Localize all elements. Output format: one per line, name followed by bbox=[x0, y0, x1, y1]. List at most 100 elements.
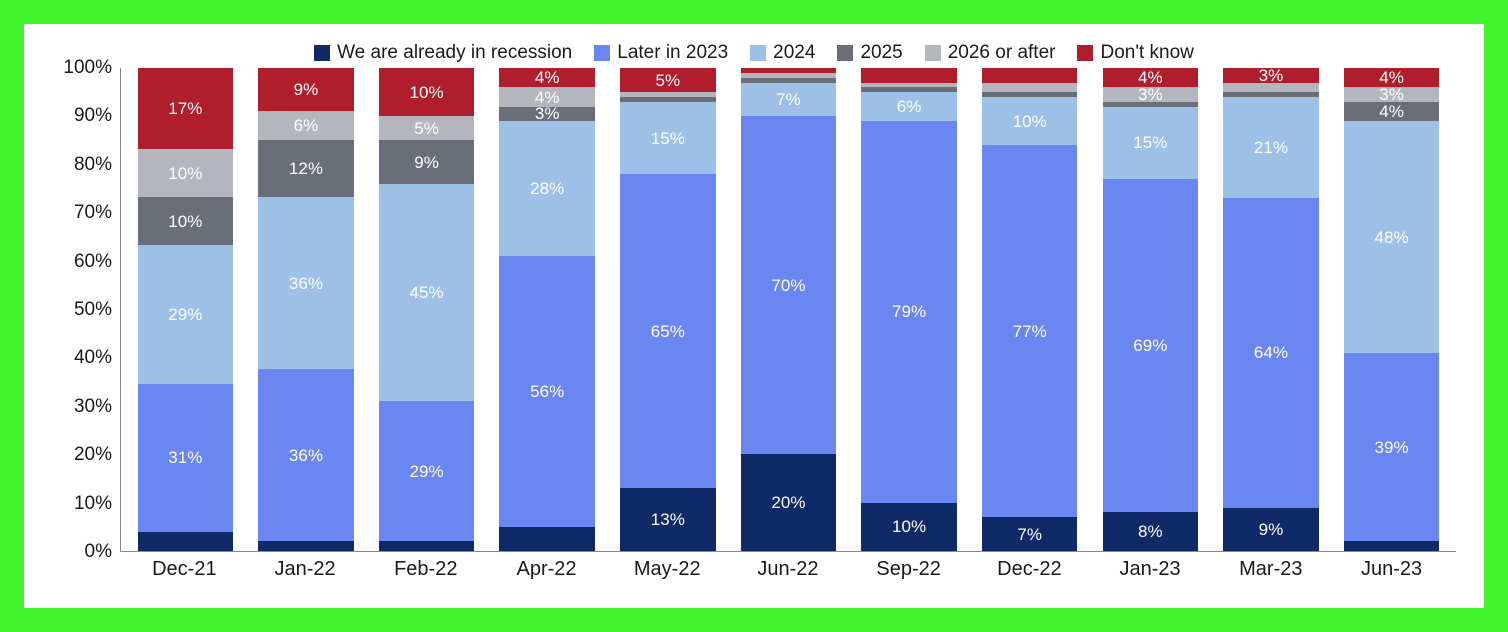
y-tick: 40% bbox=[74, 347, 112, 369]
bar-segment: 48% bbox=[1344, 121, 1440, 353]
x-label: Jan-22 bbox=[257, 552, 353, 590]
bar-segment: 36% bbox=[258, 369, 354, 541]
bar: 56%28%3%4%4% bbox=[499, 68, 595, 551]
bar-segment-label: 45% bbox=[410, 284, 444, 301]
legend-label: 2024 bbox=[773, 42, 815, 64]
bar-segment: 3% bbox=[499, 107, 595, 121]
bar-segment: 3% bbox=[1103, 87, 1199, 101]
bar-segment-label: 79% bbox=[892, 303, 926, 320]
x-label: May-22 bbox=[619, 552, 715, 590]
y-tick: 10% bbox=[74, 493, 112, 515]
bar-segment: 15% bbox=[620, 102, 716, 174]
chart-zone: 0%10%20%30%40%50%60%70%80%90%100% 31%29%… bbox=[52, 68, 1456, 552]
bar-segment-label: 4% bbox=[535, 69, 560, 86]
bar-segment-label: 10% bbox=[892, 518, 926, 535]
bar-segment-label: 7% bbox=[776, 91, 801, 108]
bar-segment-label: 28% bbox=[530, 180, 564, 197]
legend-item: 2026 or after bbox=[925, 42, 1056, 64]
y-tick: 60% bbox=[74, 251, 112, 273]
legend-swatch bbox=[837, 45, 853, 61]
bar-segment: 7% bbox=[741, 83, 837, 117]
bar-segment: 4% bbox=[1344, 68, 1440, 87]
bar-segment-label: 6% bbox=[897, 98, 922, 115]
bar: 20%70%7% bbox=[741, 68, 837, 551]
bar-segment: 10% bbox=[138, 197, 234, 245]
bars-container: 31%29%10%10%17%36%36%12%6%9%29%45%9%5%10… bbox=[121, 68, 1456, 551]
bar-segment bbox=[982, 83, 1078, 93]
bar-segment-label: 8% bbox=[1138, 523, 1163, 540]
y-tick: 80% bbox=[74, 154, 112, 176]
bar-segment: 3% bbox=[1344, 87, 1440, 101]
y-tick: 0% bbox=[85, 541, 112, 563]
bar-segment-label: 69% bbox=[1133, 337, 1167, 354]
bar-segment-label: 15% bbox=[1133, 134, 1167, 151]
bar: 8% 69% 15% 3%4% bbox=[1103, 68, 1199, 551]
legend-label: 2026 or after bbox=[948, 42, 1056, 64]
bar-segment-label: 36% bbox=[289, 447, 323, 464]
bar-segment-label: 3% bbox=[1259, 68, 1284, 82]
bar-segment-label: 4% bbox=[535, 89, 560, 106]
bar-segment: 4% bbox=[1103, 68, 1199, 87]
bar-segment-label: 21% bbox=[1254, 139, 1288, 156]
bar-segment-label: 9% bbox=[294, 81, 319, 98]
bar-segment: 7% bbox=[982, 517, 1078, 551]
bar-segment: 13% bbox=[620, 488, 716, 551]
legend-item: 2024 bbox=[750, 42, 815, 64]
bar-segment: 31% bbox=[138, 384, 234, 532]
bar-segment-label: 3% bbox=[1379, 87, 1404, 101]
bar-segment-label: 64% bbox=[1254, 344, 1288, 361]
x-label: Apr-22 bbox=[499, 552, 595, 590]
bar-segment-label: 20% bbox=[771, 494, 805, 511]
x-label: Jun-22 bbox=[740, 552, 836, 590]
bar-segment bbox=[258, 541, 354, 551]
bar-segment-label: 10% bbox=[168, 213, 202, 230]
bar: 13% 65% 15% 5% bbox=[620, 68, 716, 551]
bar-segment: 9% bbox=[1223, 508, 1319, 551]
bar: 10% 79% 6% bbox=[861, 68, 957, 551]
bar-segment-label: 36% bbox=[289, 275, 323, 292]
bar-segment-label: 4% bbox=[1379, 103, 1404, 120]
bar-segment-label: 77% bbox=[1013, 323, 1047, 340]
bar-segment-label: 39% bbox=[1375, 439, 1409, 456]
bar-segment: 9% bbox=[258, 68, 354, 111]
legend-swatch bbox=[925, 45, 941, 61]
bar-segment: 12% bbox=[258, 140, 354, 197]
bar-segment: 10% bbox=[982, 97, 1078, 145]
bar-segment: 15% bbox=[1103, 107, 1199, 179]
bar-segment-label: 3% bbox=[535, 107, 560, 121]
legend-item: We are already in recession bbox=[314, 42, 572, 64]
bar-segment-label: 5% bbox=[414, 120, 439, 137]
y-tick: 50% bbox=[74, 299, 112, 321]
bar-segment bbox=[982, 68, 1078, 82]
legend: We are already in recessionLater in 2023… bbox=[52, 42, 1456, 64]
x-label: Sep-22 bbox=[861, 552, 957, 590]
bar-segment-label: 5% bbox=[656, 72, 681, 89]
legend-item: 2025 bbox=[837, 42, 902, 64]
bar-segment-label: 65% bbox=[651, 323, 685, 340]
y-tick: 70% bbox=[74, 202, 112, 224]
y-tick: 90% bbox=[74, 105, 112, 127]
bar-segment-label: 9% bbox=[414, 154, 439, 171]
bar-segment: 6% bbox=[861, 92, 957, 121]
bar-segment: 29% bbox=[379, 401, 475, 541]
bar-segment: 4% bbox=[499, 68, 595, 87]
bar-segment: 10% bbox=[379, 68, 475, 116]
bar-segment bbox=[379, 541, 475, 551]
bar-segment: 10% bbox=[138, 149, 234, 197]
bar-segment-label: 56% bbox=[530, 383, 564, 400]
bar-segment: 5% bbox=[620, 68, 716, 92]
bar: 9% 64% 21% 3% bbox=[1223, 68, 1319, 551]
x-labels: Dec-21Jan-22Feb-22Apr-22May-22Jun-22Sep-… bbox=[120, 552, 1456, 590]
bar-segment-label: 4% bbox=[1138, 69, 1163, 86]
x-label: Jan-23 bbox=[1102, 552, 1198, 590]
bar-segment: 39% bbox=[1344, 353, 1440, 541]
bar-segment: 29% bbox=[138, 245, 234, 384]
x-label: Dec-21 bbox=[137, 552, 233, 590]
bar-segment: 77% bbox=[982, 145, 1078, 517]
bar-segment: 56% bbox=[499, 256, 595, 526]
bar-segment: 10% bbox=[861, 503, 957, 551]
bar-segment: 21% bbox=[1223, 97, 1319, 198]
bar-segment: 64% bbox=[1223, 198, 1319, 507]
bar-segment: 20% bbox=[741, 454, 837, 551]
legend-swatch bbox=[1077, 45, 1093, 61]
